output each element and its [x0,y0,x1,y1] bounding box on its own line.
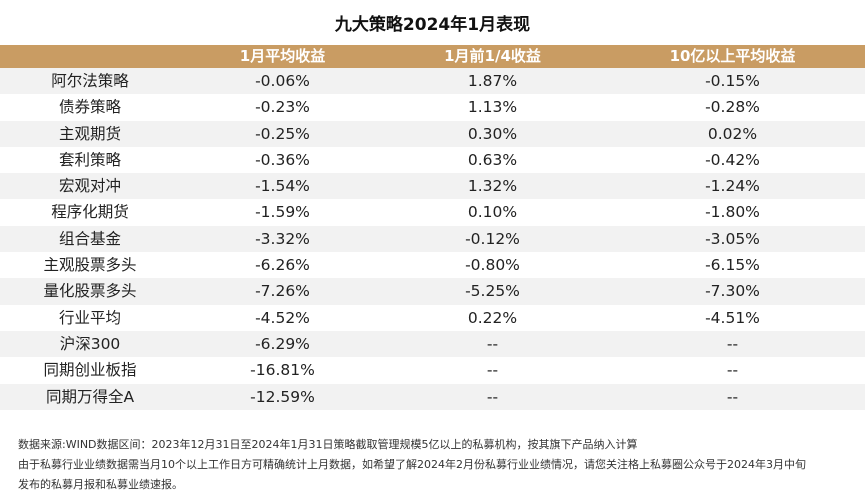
footnotes: 数据来源:WIND数据区间：2023年12月31日至2024年1月31日策略截取… [18,435,806,495]
cell-value: 0.22% [467,308,518,327]
header-jan-avg: 1月平均收益 [239,47,326,65]
row-label: 同期万得全A [45,387,135,406]
table-row: 宏观对冲 -1.54% 1.32% -1.24% [0,173,865,200]
cell-value: -7.26% [255,282,310,301]
table-header: 1月平均收益 1月前1/4收益 10亿以上平均收益 [0,45,865,68]
cell-value: -7.30% [705,282,760,301]
cell-value: -4.52% [255,308,310,327]
header-1b-plus-avg: 10亿以上平均收益 [669,47,796,65]
table-row: 量化股票多头 -7.26% -5.25% -7.30% [0,278,865,305]
cell-value: -0.12% [465,229,520,248]
row-label: 主观股票多头 [43,256,137,275]
footnote: 发布的私募月报和私募业绩速报。 [18,478,183,491]
table-row: 行业平均 -4.52% 0.22% -4.51% [0,305,865,331]
cell-value: -0.36% [255,150,310,169]
cell-value: -- [486,387,499,406]
cell-value: -- [726,387,739,406]
footnote: 数据来源:WIND数据区间：2023年12月31日至2024年1月31日策略截取… [18,438,638,451]
cell-value: -0.06% [255,72,310,90]
table-row: 组合基金 -3.32% -0.12% -3.05% [0,225,865,253]
cell-value: -1.24% [705,177,760,196]
row-label: 主观期货 [58,124,121,143]
cell-value: -- [486,334,499,353]
cell-value: -6.26% [255,256,310,275]
cell-value: 0.02% [707,124,758,143]
cell-value: -0.28% [705,98,760,117]
row-label: 同期创业板指 [43,361,137,380]
cell-value: 1.32% [467,177,518,196]
cell-value: -6.15% [705,256,760,275]
cell-value: 1.13% [467,98,518,117]
cell-value: -0.25% [255,124,310,143]
header-jan-top-quarter: 1月前1/4收益 [444,47,541,65]
row-label: 程序化期货 [51,203,129,222]
table-row: 程序化期货 -1.59% 0.10% -1.80% [0,199,865,225]
cell-value: -0.23% [255,98,310,117]
row-label: 债券策略 [58,98,121,117]
cell-value: 1.87% [467,72,518,90]
row-label: 阿尔法策略 [51,72,129,90]
cell-value: -- [486,361,499,380]
cell-value: 0.63% [467,150,518,169]
cell-value: -12.59% [250,387,315,406]
cell-value: -3.32% [255,229,310,248]
row-label: 组合基金 [58,229,121,248]
row-label: 套利策略 [58,150,121,169]
table-row: 阿尔法策略 -0.06% 1.87% -0.15% [0,68,865,95]
cell-value: -3.05% [705,229,760,248]
cell-value: 0.30% [467,124,518,143]
table-row: 沪深300 -6.29% -- -- [0,330,865,358]
footnote: 由于私募行业业绩数据需当月10个以上工作日方可精确统计上月数据，如希望了解202… [18,458,806,471]
header-label [0,45,180,68]
cell-value: -16.81% [250,361,315,380]
cell-value: -5.25% [465,282,520,301]
row-label: 宏观对冲 [58,177,121,196]
cell-value: -0.42% [705,150,760,169]
strategy-table: 1月平均收益 1月前1/4收益 10亿以上平均收益 阿尔法策略 -0.06% 1.8… [0,45,865,410]
cell-value: -6.29% [255,334,310,353]
cell-value: -- [726,361,739,380]
row-label: 沪深300 [59,334,121,353]
table-row: 主观期货 -0.25% 0.30% 0.02% [0,120,865,147]
cell-value: 0.10% [467,203,518,222]
page-title: 九大策略2024年1月表现 [334,15,531,35]
cell-value: -0.15% [705,72,760,90]
table-row: 主观股票多头 -6.26% -0.80% -6.15% [0,252,865,278]
row-label: 量化股票多头 [43,282,137,301]
cell-value: -0.80% [465,256,520,275]
table-row: 套利策略 -0.36% 0.63% -0.42% [0,147,865,173]
row-label: 行业平均 [58,308,121,327]
cell-value: -- [726,334,739,353]
table-row: 同期创业板指 -16.81% -- -- [0,357,865,383]
cell-value: -1.54% [255,177,310,196]
cell-value: -4.51% [705,308,760,327]
table-row: 债券策略 -0.23% 1.13% -0.28% [0,94,865,120]
table-row: 同期万得全A -12.59% -- -- [0,383,865,410]
cell-value: -1.80% [705,203,760,222]
cell-value: -1.59% [255,203,310,222]
